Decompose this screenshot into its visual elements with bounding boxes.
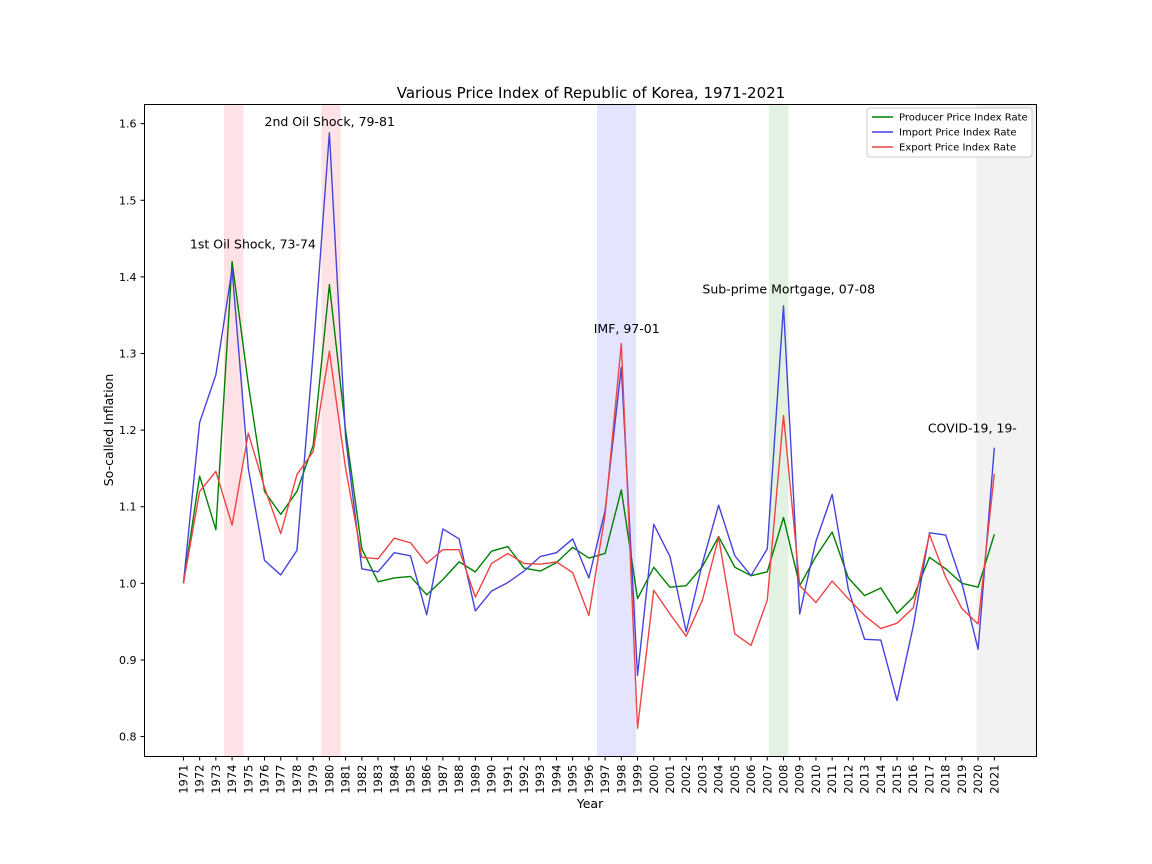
x-tick-label: 1992 <box>517 765 531 794</box>
series-line-1 <box>182 132 996 702</box>
x-tick-label: 1994 <box>549 765 563 794</box>
x-tick-label: 1985 <box>403 765 417 794</box>
legend: Producer Price Index Rate Import Price In… <box>866 107 1033 158</box>
shaded-region-3 <box>768 104 789 757</box>
x-tick-label: 2013 <box>858 765 872 794</box>
x-tick-label: 1982 <box>355 765 369 794</box>
y-tick-label: 0.9 <box>119 654 137 667</box>
x-tick-label: 1977 <box>274 765 288 794</box>
x-tick-label: 2020 <box>971 765 985 794</box>
x-tick-label: 2001 <box>663 765 677 794</box>
x-tick-label: 1986 <box>420 765 434 794</box>
x-tick-label: 1974 <box>225 765 239 794</box>
x-tick-label: 1995 <box>566 765 580 794</box>
x-tick-label: 1980 <box>322 765 336 794</box>
y-tick-label: 0.8 <box>119 731 137 744</box>
series-lines <box>182 132 996 729</box>
chart-title: Various Price Index of Republic of Korea… <box>397 84 785 102</box>
x-tick-label: 1979 <box>306 765 320 794</box>
legend-entry-0: Producer Price Index Rate <box>899 113 1028 124</box>
x-tick-label: 2008 <box>776 765 790 794</box>
annotations: 1st Oil Shock, 73-74 2nd Oil Shock, 79-81… <box>190 114 1017 435</box>
x-tick-label: 2005 <box>728 765 742 794</box>
y-tick-label: 1.3 <box>119 348 137 361</box>
x-tick-label: 2002 <box>679 765 693 794</box>
y-tick-label: 1.2 <box>119 424 137 437</box>
x-tick-label: 2010 <box>809 765 823 794</box>
x-tick-label: 1988 <box>452 765 466 794</box>
y-tick-label: 1.6 <box>119 118 137 131</box>
x-axis-label: Year <box>576 796 604 811</box>
x-tick-label: 1971 <box>176 765 190 794</box>
annotation-label: IMF, 97-01 <box>594 321 660 336</box>
annotation-label: 2nd Oil Shock, 79-81 <box>265 114 395 129</box>
shaded-region-0 <box>223 104 244 757</box>
x-tick-label: 1975 <box>241 765 255 794</box>
x-tick-label: 2003 <box>695 765 709 794</box>
y-axis-label: So-called Inflation <box>101 374 116 487</box>
x-tick-label: 2016 <box>906 765 920 794</box>
y-tick-label: 1.4 <box>119 271 137 284</box>
x-tick-label: 2006 <box>744 765 758 794</box>
x-tick-label: 1989 <box>468 765 482 794</box>
annotation-label: Sub-prime Mortgage, 07-08 <box>702 282 875 297</box>
x-tick-label: 1981 <box>339 765 353 794</box>
x-tick-label: 2018 <box>939 765 953 794</box>
x-tick-label: 1972 <box>193 765 207 794</box>
series-line-0 <box>182 260 995 614</box>
annotation-label: 1st Oil Shock, 73-74 <box>190 237 316 252</box>
x-tick-label: 1987 <box>436 765 450 794</box>
x-tick-label: 1997 <box>598 765 612 794</box>
x-tick-label: 1978 <box>290 765 304 794</box>
x-tick-label: 2000 <box>647 765 661 794</box>
x-tick-label: 2011 <box>825 765 839 794</box>
y-tick-label: 1.1 <box>119 501 137 514</box>
x-tick-label: 2014 <box>874 765 888 794</box>
x-tick-label: 2019 <box>955 765 969 794</box>
shaded-region-4 <box>976 104 1037 757</box>
annotation-label: COVID-19, 19- <box>928 420 1017 435</box>
series-line-2 <box>182 342 996 729</box>
shaded-region-2 <box>596 104 636 757</box>
x-tick-label: 2009 <box>793 765 807 794</box>
x-tick-label: 2021 <box>987 765 1001 794</box>
x-tick-label: 1990 <box>485 765 499 794</box>
y-tick-label: 1.5 <box>119 194 137 207</box>
x-tick-label: 1973 <box>209 765 223 794</box>
x-tick-label: 2017 <box>922 765 936 794</box>
x-axis: 1971 1972 1973 1974 1975 1976 1977 1978 1979 1980… <box>176 756 1001 794</box>
x-tick-label: 2004 <box>712 765 726 794</box>
x-tick-label: 1991 <box>501 765 515 794</box>
legend-entry-1: Import Price Index Rate <box>899 128 1017 139</box>
x-tick-label: 2015 <box>890 765 904 794</box>
x-tick-label: 1976 <box>258 765 272 794</box>
y-axis: 0.8 0.9 1.0 1.1 1.2 1.3 1.4 1.5 1.6 <box>119 118 145 744</box>
legend-box <box>866 107 1033 158</box>
legend-entry-2: Export Price Index Rate <box>899 143 1016 154</box>
x-tick-label: 2012 <box>841 765 855 794</box>
x-tick-label: 1984 <box>387 765 401 794</box>
x-tick-label: 2007 <box>760 765 774 794</box>
x-tick-label: 1996 <box>582 765 596 794</box>
x-tick-label: 1999 <box>631 765 645 794</box>
x-tick-label: 1983 <box>371 765 385 794</box>
y-tick-label: 1.0 <box>119 577 137 590</box>
x-tick-label: 1993 <box>533 765 547 794</box>
x-tick-label: 1998 <box>614 765 628 794</box>
